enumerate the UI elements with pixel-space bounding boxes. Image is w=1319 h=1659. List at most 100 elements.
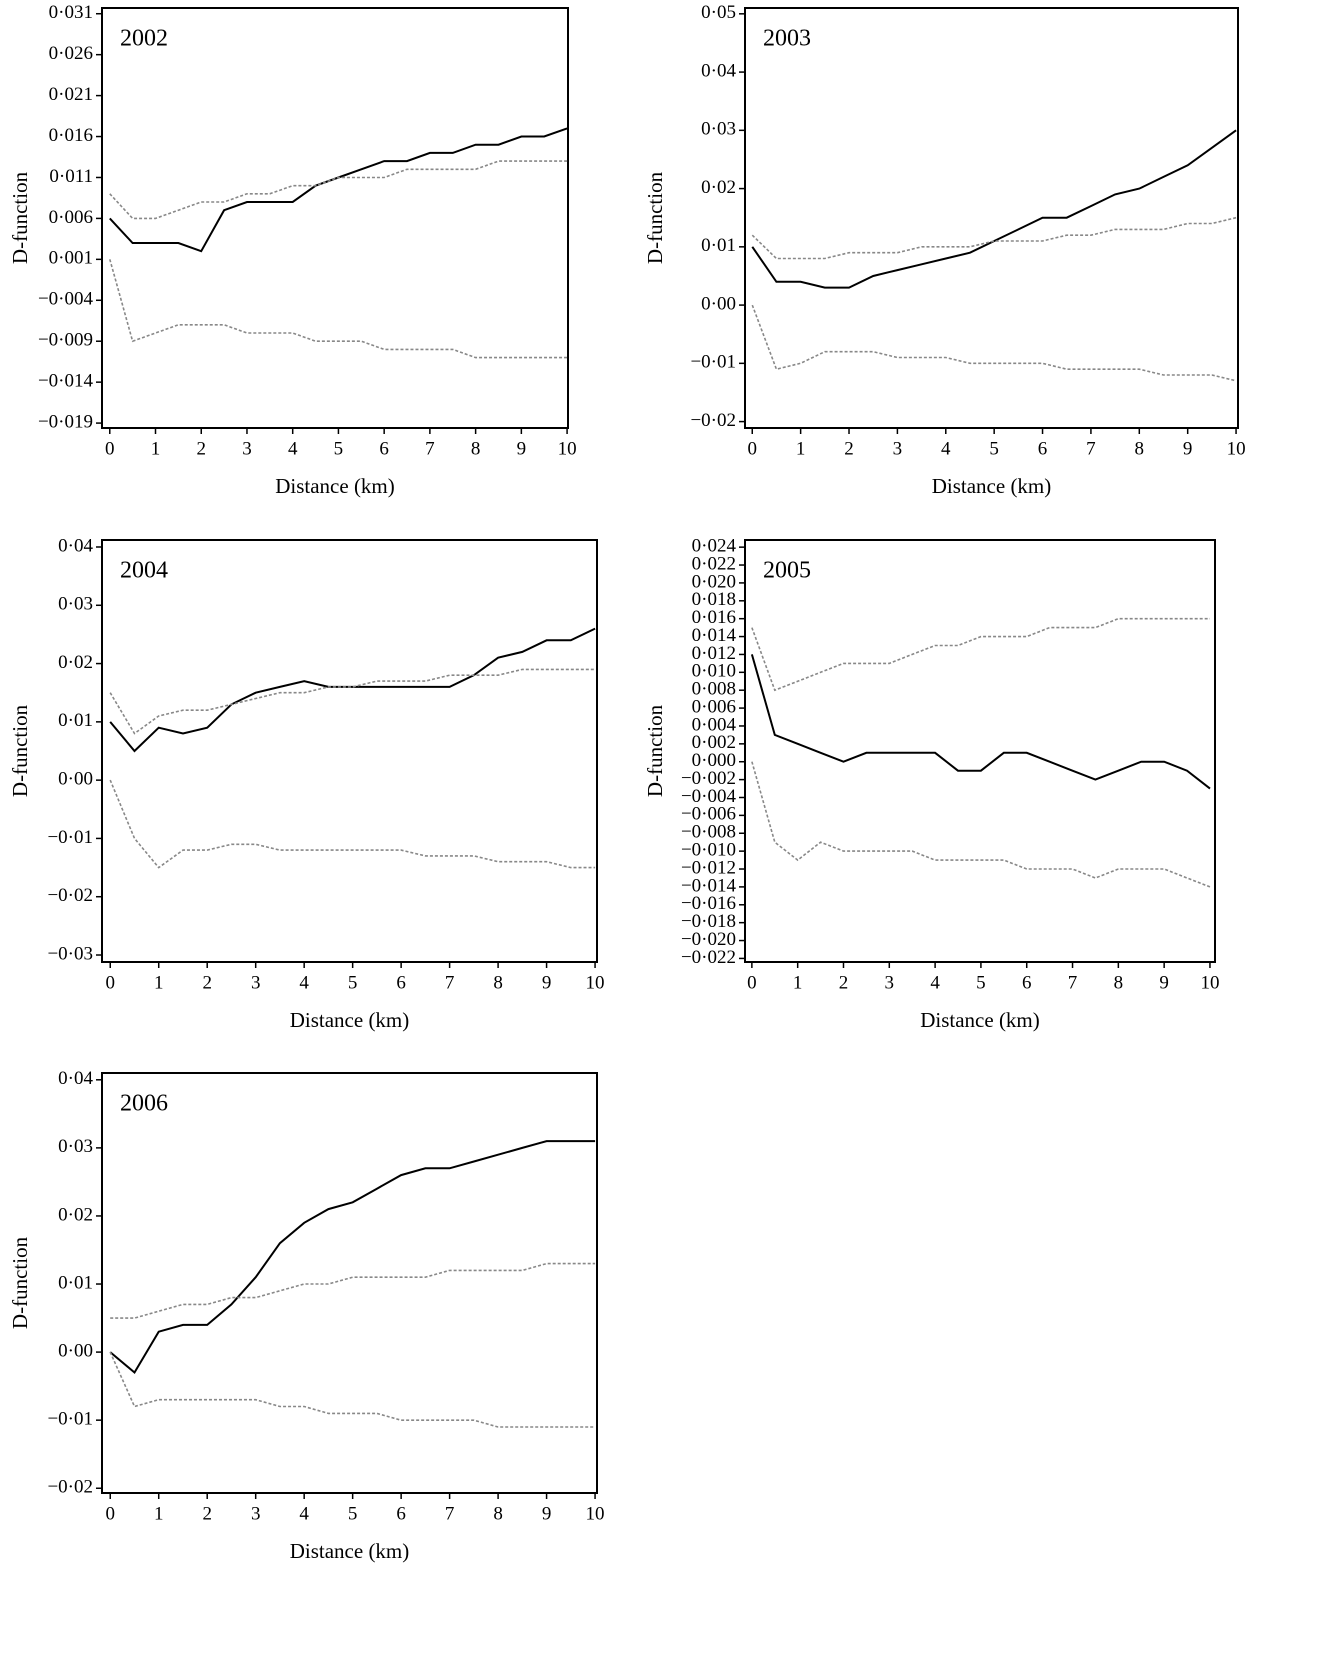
- x-tick-label: 0: [105, 438, 115, 459]
- y-tick-label: 0·05: [701, 2, 736, 23]
- y-tick-label: −0·009: [38, 330, 93, 351]
- x-tick-label: 5: [348, 1503, 358, 1524]
- x-tick-label: 1: [151, 438, 161, 459]
- y-tick-label: 0·04: [58, 535, 93, 556]
- series-line: [751, 761, 1211, 888]
- x-tick-label: 3: [242, 438, 252, 459]
- panel-title: 2004: [120, 558, 168, 584]
- y-tick-label: −0·002: [681, 768, 736, 789]
- x-tick-label: 9: [542, 1503, 552, 1524]
- x-tick-label: 1: [793, 972, 803, 993]
- panel-title: 2006: [120, 1091, 168, 1117]
- y-tick-label: −0·006: [681, 804, 736, 825]
- y-tick-label: 0·04: [58, 1068, 93, 1089]
- series-line: [109, 259, 568, 359]
- x-tick-label: 6: [379, 438, 389, 459]
- y-tick-label: −0·010: [681, 839, 736, 860]
- y-tick-label: 0·04: [701, 60, 736, 81]
- y-tick-label: −0·016: [681, 893, 736, 914]
- y-axis-label: D-function: [8, 1236, 32, 1329]
- series-line: [751, 304, 1237, 382]
- x-tick-label: 7: [445, 1503, 455, 1524]
- y-tick-label: −0·02: [47, 885, 93, 906]
- x-tick-label: 9: [517, 438, 527, 459]
- y-tick-label: −0·03: [47, 943, 93, 964]
- x-tick-label: 7: [445, 972, 455, 993]
- series-line: [751, 617, 1210, 692]
- x-tick-label: 4: [299, 1503, 309, 1524]
- y-tick-label: 0·01: [58, 1272, 93, 1293]
- y-tick-label: −0·019: [38, 411, 93, 432]
- y-tick-label: 0·024: [692, 536, 737, 557]
- panel-title: 2003: [763, 26, 811, 52]
- y-tick-label: 0·018: [692, 589, 736, 610]
- series-line: [109, 1351, 596, 1428]
- y-tick-label: 0·000: [692, 750, 736, 771]
- series-line: [750, 654, 1211, 790]
- panel-title: 2005: [763, 558, 811, 584]
- x-axis-label: Distance (km): [920, 1008, 1040, 1032]
- y-tick-label: 0·011: [49, 166, 93, 187]
- x-tick-label: 8: [493, 972, 503, 993]
- y-tick-label: 0·014: [692, 625, 737, 646]
- x-tick-label: 6: [1022, 972, 1032, 993]
- y-tick-label: −0·008: [681, 822, 736, 843]
- x-tick-label: 7: [1086, 438, 1096, 459]
- plot-frame: [744, 7, 1239, 429]
- y-tick-label: −0·014: [681, 875, 737, 896]
- x-tick-label: 7: [1068, 972, 1078, 993]
- series-line: [109, 127, 568, 253]
- x-tick-label: 0: [747, 972, 757, 993]
- y-tick-label: −0·01: [690, 352, 736, 373]
- x-tick-label: 2: [202, 972, 212, 993]
- x-tick-label: 3: [251, 972, 261, 993]
- plot-frame: [101, 1072, 598, 1494]
- y-tick-label: 0·031: [49, 2, 93, 23]
- x-tick-label: 5: [989, 438, 999, 459]
- y-tick-label: 0·006: [49, 207, 93, 228]
- x-tick-label: 8: [493, 1503, 503, 1524]
- x-tick-label: 2: [196, 438, 206, 459]
- y-tick-label: 0·008: [692, 679, 736, 700]
- y-tick-label: 0·022: [692, 553, 736, 574]
- y-tick-label: 0·010: [692, 661, 736, 682]
- plot-frame: [744, 539, 1216, 963]
- x-tick-label: 1: [154, 1503, 164, 1524]
- x-tick-label: 6: [396, 972, 406, 993]
- series-line: [109, 160, 568, 220]
- x-tick-label: 3: [885, 972, 895, 993]
- x-tick-label: 9: [1183, 438, 1193, 459]
- plot-frame: [101, 7, 569, 429]
- y-tick-label: 0·02: [701, 177, 736, 198]
- x-tick-label: 3: [893, 438, 903, 459]
- y-tick-label: −0·02: [690, 410, 736, 431]
- y-tick-label: −0·020: [681, 929, 736, 950]
- x-tick-label: 0: [748, 438, 758, 459]
- x-tick-label: 1: [796, 438, 806, 459]
- x-tick-label: 8: [1135, 438, 1145, 459]
- x-tick-label: 0: [105, 972, 115, 993]
- y-tick-label: −0·01: [47, 827, 93, 848]
- series-line: [109, 668, 596, 735]
- y-tick-label: 0·016: [49, 125, 93, 146]
- y-tick-label: −0·022: [681, 947, 736, 968]
- y-tick-label: 0·021: [49, 84, 93, 105]
- x-axis-label: Distance (km): [275, 474, 395, 498]
- series-line: [109, 1140, 596, 1375]
- x-tick-label: 0: [105, 1503, 115, 1524]
- series-line: [109, 627, 596, 753]
- x-tick-label: 5: [976, 972, 986, 993]
- y-tick-label: 0·020: [692, 571, 736, 592]
- x-tick-label: 8: [471, 438, 481, 459]
- x-tick-label: 10: [586, 972, 605, 993]
- y-tick-label: 0·03: [58, 594, 93, 615]
- x-tick-label: 5: [348, 972, 358, 993]
- y-tick-label: −0·01: [47, 1409, 93, 1430]
- y-tick-label: −0·02: [47, 1477, 93, 1498]
- y-tick-label: 0·00: [701, 293, 736, 314]
- x-tick-label: 2: [202, 1503, 212, 1524]
- y-tick-label: 0·03: [58, 1136, 93, 1157]
- x-tick-label: 4: [941, 438, 951, 459]
- series-line: [109, 779, 596, 869]
